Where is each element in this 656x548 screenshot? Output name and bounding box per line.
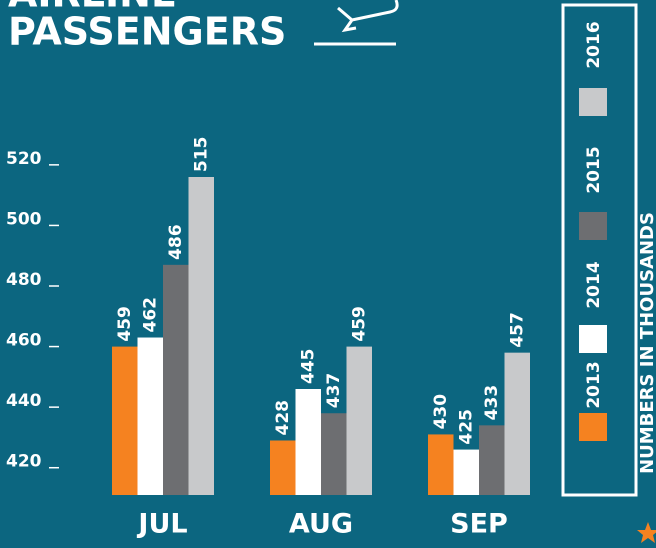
value-label: 430 [431,394,451,430]
bar [163,264,189,495]
bar [453,449,479,495]
y-tick-label: 520 [6,149,42,169]
value-label: 433 [482,385,502,421]
value-label: 457 [507,312,527,348]
value-label: 459 [349,306,369,342]
chart-title: AIRLINE [8,0,177,16]
value-label: 428 [273,400,293,436]
x-tick-label: AUG [289,509,353,540]
bar [295,389,321,495]
bar [479,425,505,495]
value-label: 459 [115,306,135,342]
bar [137,337,163,495]
legend-swatch [579,212,607,240]
legend-swatch [579,88,607,116]
bar [346,346,372,495]
legend-label: 2013 [584,361,604,408]
x-tick-label: SEP [450,509,508,540]
value-label: 486 [166,224,186,260]
note-star [637,522,656,543]
legend-frame [561,3,638,497]
legend-swatch [579,413,607,441]
bar [321,413,347,495]
value-label: 462 [140,297,160,333]
value-label: 425 [456,409,476,445]
bar [112,346,138,495]
note: NUMBERS IN THOUSANDS [637,212,656,474]
y-tick-label: 420 [6,452,42,472]
y-tick-label: 480 [6,270,42,290]
plane-icon [314,0,399,46]
x-tick-label: JUL [136,509,187,540]
bar [428,434,454,495]
value-label: 445 [298,349,318,385]
bar [188,177,214,495]
y-tick-label: 440 [6,391,42,411]
y-tick-label: 500 [6,209,42,229]
bar [270,440,296,495]
y-tick-label: 460 [6,331,42,351]
legend-label: 2016 [584,21,604,68]
legend-swatch [579,325,607,353]
value-label: 437 [324,373,344,409]
legend-label: 2015 [584,146,604,193]
bar [504,352,530,495]
chart-title: PASSENGERS [8,10,286,54]
legend-label: 2014 [584,261,604,308]
value-label: 515 [191,137,211,173]
